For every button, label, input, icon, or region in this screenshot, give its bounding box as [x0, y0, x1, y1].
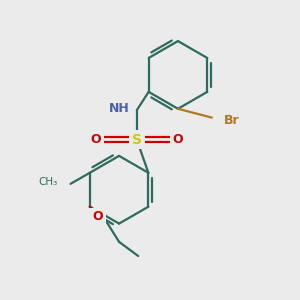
Text: O: O — [90, 133, 101, 146]
Text: CH₃: CH₃ — [38, 177, 57, 188]
Text: O: O — [92, 210, 103, 223]
Text: S: S — [132, 133, 142, 147]
Text: Br: Br — [224, 114, 239, 127]
Text: NH: NH — [109, 102, 129, 115]
Text: O: O — [173, 133, 183, 146]
